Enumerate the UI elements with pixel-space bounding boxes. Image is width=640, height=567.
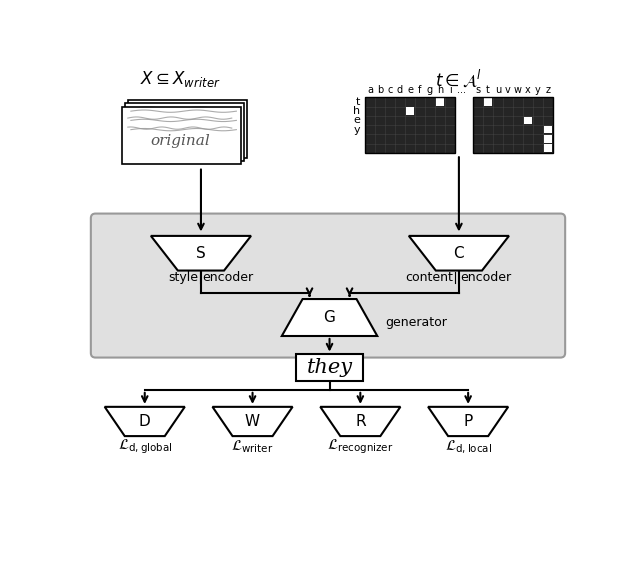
Text: they: they <box>307 358 353 377</box>
Bar <box>122 107 241 164</box>
Text: $\mathcal{L}_{\mathrm{recognizer}}$: $\mathcal{L}_{\mathrm{recognizer}}$ <box>327 438 394 456</box>
Bar <box>473 98 553 153</box>
Bar <box>484 98 492 106</box>
Text: encoder: encoder <box>202 271 253 284</box>
Polygon shape <box>282 299 378 336</box>
Text: $\mathcal{L}_{\mathrm{d,local}}$: $\mathcal{L}_{\mathrm{d,local}}$ <box>445 438 492 455</box>
Text: s: s <box>476 84 481 95</box>
Text: h: h <box>437 84 443 95</box>
Text: z: z <box>545 84 550 95</box>
Bar <box>125 103 244 161</box>
Text: c: c <box>387 84 393 95</box>
Text: R: R <box>355 414 365 429</box>
Polygon shape <box>105 407 185 436</box>
Text: g: g <box>427 84 433 95</box>
Text: u: u <box>495 84 501 95</box>
Text: S: S <box>196 246 206 261</box>
Text: b: b <box>377 84 383 95</box>
Bar <box>543 126 552 133</box>
Bar <box>128 100 247 158</box>
Text: D: D <box>139 414 150 429</box>
Bar <box>524 117 532 124</box>
Bar <box>473 98 553 153</box>
Bar <box>406 107 414 115</box>
Text: G: G <box>324 310 335 325</box>
Text: e: e <box>407 84 413 95</box>
Text: t: t <box>486 84 490 95</box>
Text: generator: generator <box>385 316 447 329</box>
Text: encoder: encoder <box>460 271 511 284</box>
Text: y: y <box>354 125 360 134</box>
Text: style: style <box>168 271 198 284</box>
Text: h: h <box>353 106 360 116</box>
Text: $X \subseteq X_{writer}$: $X \subseteq X_{writer}$ <box>140 69 220 89</box>
Text: i: i <box>449 84 451 95</box>
Polygon shape <box>428 407 508 436</box>
Text: a: a <box>367 84 373 95</box>
Text: e: e <box>353 116 360 125</box>
Text: $\mathcal{L}_{\mathrm{writer}}$: $\mathcal{L}_{\mathrm{writer}}$ <box>232 438 274 455</box>
Text: $\mathcal{L}_{\mathrm{d,global}}$: $\mathcal{L}_{\mathrm{d,global}}$ <box>118 438 172 456</box>
Polygon shape <box>151 236 251 270</box>
Bar <box>296 354 364 380</box>
Bar <box>543 135 552 143</box>
Polygon shape <box>409 236 509 270</box>
Polygon shape <box>320 407 401 436</box>
Text: f: f <box>419 84 422 95</box>
Text: ...: ... <box>457 84 466 95</box>
Text: P: P <box>463 414 473 429</box>
Text: w: w <box>514 84 522 95</box>
FancyBboxPatch shape <box>91 214 565 358</box>
Bar <box>543 144 552 152</box>
Text: v: v <box>505 84 511 95</box>
Bar <box>365 98 455 153</box>
Text: t: t <box>356 97 360 107</box>
Text: C: C <box>454 246 464 261</box>
Bar <box>365 98 455 153</box>
Text: W: W <box>245 414 260 429</box>
Text: content: content <box>405 271 452 284</box>
Bar <box>436 98 444 106</box>
Text: x: x <box>525 84 531 95</box>
Polygon shape <box>212 407 292 436</box>
Text: original: original <box>150 134 210 148</box>
Text: y: y <box>535 84 541 95</box>
Text: d: d <box>397 84 403 95</box>
Text: $t \in \mathcal{A}^l$: $t \in \mathcal{A}^l$ <box>435 68 483 90</box>
